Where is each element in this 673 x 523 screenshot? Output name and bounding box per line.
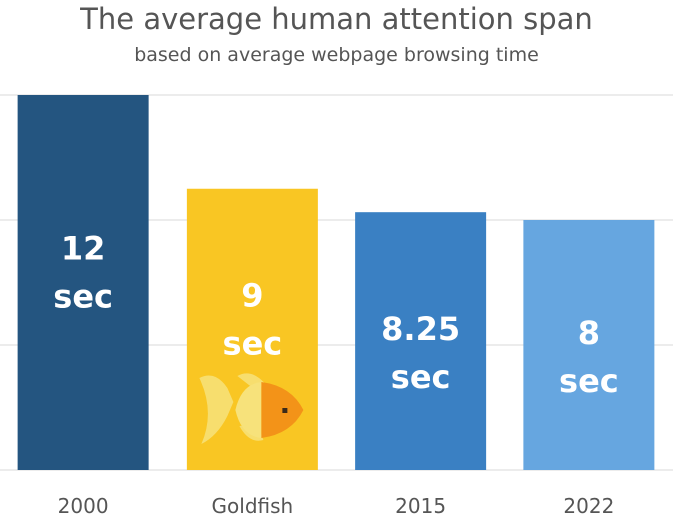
bar-value-label: 8 — [578, 314, 600, 352]
x-tick-label: 2022 — [563, 494, 614, 518]
x-tick-label: 2000 — [58, 494, 109, 518]
x-tick-label: Goldfish — [212, 494, 294, 518]
bar-value-labels: 12 sec 9 sec 8.25 sec 8 sec — [53, 230, 618, 401]
bar-value-label: 8.25 — [381, 310, 460, 348]
chart-title: The average human attention span — [80, 2, 593, 36]
goldfish-annotation — [199, 373, 304, 444]
bar-unit-label: sec — [53, 278, 113, 316]
bar-value-label: 9 — [241, 276, 263, 314]
bar-2015 — [355, 212, 487, 470]
bar-unit-label: sec — [391, 358, 451, 396]
bar-unit-label: sec — [559, 362, 619, 400]
x-axis-tick-labels: 2000 Goldfish 2015 2022 — [58, 494, 615, 518]
chart-subtitle: based on average webpage browsing time — [134, 44, 539, 66]
bar-2022 — [523, 220, 655, 470]
bar-value-label: 12 — [61, 230, 106, 268]
goldfish-icon — [199, 373, 304, 444]
x-tick-label: 2015 — [395, 494, 446, 518]
bar-2000 — [17, 95, 149, 470]
bar-unit-label: sec — [223, 324, 283, 362]
bars — [17, 95, 655, 470]
